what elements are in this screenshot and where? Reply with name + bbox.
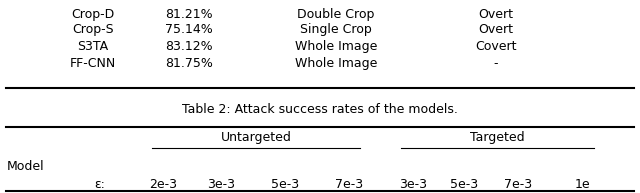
Text: FF-CNN: FF-CNN	[70, 57, 116, 70]
Text: 1e: 1e	[575, 178, 590, 191]
Text: 3e-3: 3e-3	[399, 178, 427, 191]
Text: Whole Image: Whole Image	[295, 40, 377, 53]
Text: 7e-3: 7e-3	[504, 178, 532, 191]
Text: Untargeted: Untargeted	[221, 131, 291, 144]
Text: S3TA: S3TA	[77, 40, 108, 53]
Text: Whole Image: Whole Image	[295, 57, 377, 70]
Text: Overt: Overt	[479, 23, 513, 36]
Text: Targeted: Targeted	[470, 131, 525, 144]
Text: Model: Model	[6, 160, 44, 173]
Text: Table 2: Attack success rates of the models.: Table 2: Attack success rates of the mod…	[182, 103, 458, 116]
Text: 2e-3: 2e-3	[149, 178, 177, 191]
Text: 3e-3: 3e-3	[207, 178, 235, 191]
Text: 81.75%: 81.75%	[165, 57, 212, 70]
Text: Crop-S: Crop-S	[72, 23, 114, 36]
Text: 5e-3: 5e-3	[271, 178, 299, 191]
Text: ε:: ε:	[94, 178, 104, 191]
Text: Overt: Overt	[479, 8, 513, 21]
Text: 83.12%: 83.12%	[165, 40, 212, 53]
Text: Covert: Covert	[476, 40, 516, 53]
Text: Single Crop: Single Crop	[300, 23, 372, 36]
Text: Double Crop: Double Crop	[298, 8, 374, 21]
Text: Crop-D: Crop-D	[71, 8, 115, 21]
Text: -: -	[493, 57, 499, 70]
Text: 7e-3: 7e-3	[335, 178, 363, 191]
Text: 5e-3: 5e-3	[450, 178, 478, 191]
Text: 75.14%: 75.14%	[165, 23, 212, 36]
Text: 81.21%: 81.21%	[165, 8, 212, 21]
